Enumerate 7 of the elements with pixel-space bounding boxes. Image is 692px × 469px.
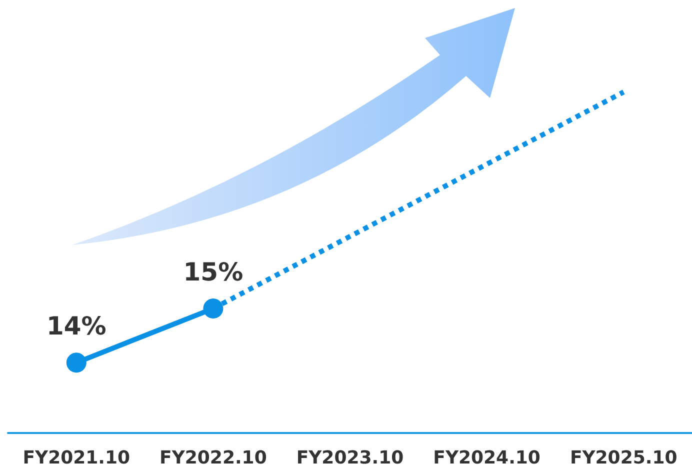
x-tick-label: FY2022.10	[160, 448, 267, 468]
x-tick-label: FY2025.10	[570, 448, 678, 468]
x-tick-label: FY2023.10	[296, 448, 404, 468]
x-tick-label: FY2024.10	[433, 448, 540, 468]
x-tick-label: FY2021.10	[22, 448, 130, 468]
data-label: 15%	[183, 258, 244, 287]
data-label: 14%	[46, 312, 106, 341]
